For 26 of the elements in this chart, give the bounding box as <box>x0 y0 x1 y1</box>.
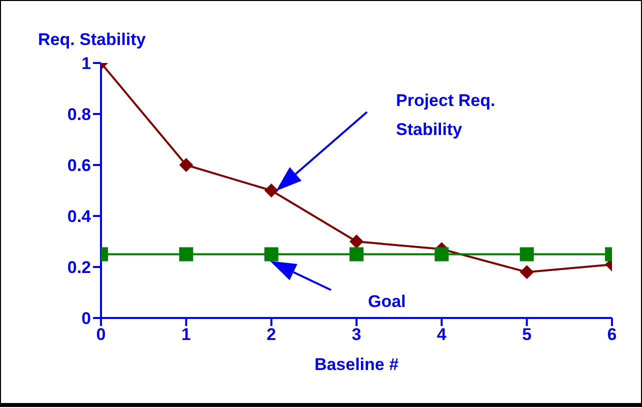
x-axis-title: Baseline # <box>314 355 400 374</box>
x-tick-label: 6 <box>607 325 617 344</box>
x-tick-label: 0 <box>96 325 106 344</box>
point <box>520 247 534 262</box>
x-tick-label: 5 <box>522 325 532 344</box>
x-tick-label: 4 <box>436 325 447 344</box>
y-axis-title: Req. Stability <box>38 30 146 50</box>
point <box>350 247 364 262</box>
y-tick-label: 0.6 <box>67 156 91 176</box>
x-tick-label: 2 <box>266 325 276 344</box>
x-tick-label: 3 <box>352 325 362 344</box>
x-tick-label: 1 <box>181 325 191 344</box>
annotation: Goal <box>368 291 407 313</box>
point <box>179 247 194 262</box>
y-tick-label: 0.8 <box>67 105 91 124</box>
point <box>179 158 194 172</box>
point <box>264 247 278 262</box>
point <box>350 234 364 248</box>
annotation: Project Req. Stability <box>396 90 496 141</box>
point <box>264 184 278 198</box>
y-tick-label: 0.2 <box>67 258 91 278</box>
point <box>434 247 449 262</box>
y-tick-label: 0 <box>82 309 91 328</box>
y-tick-label: 0.4 <box>67 207 92 226</box>
y-tick-label: 1 <box>82 54 91 74</box>
point <box>520 265 534 280</box>
